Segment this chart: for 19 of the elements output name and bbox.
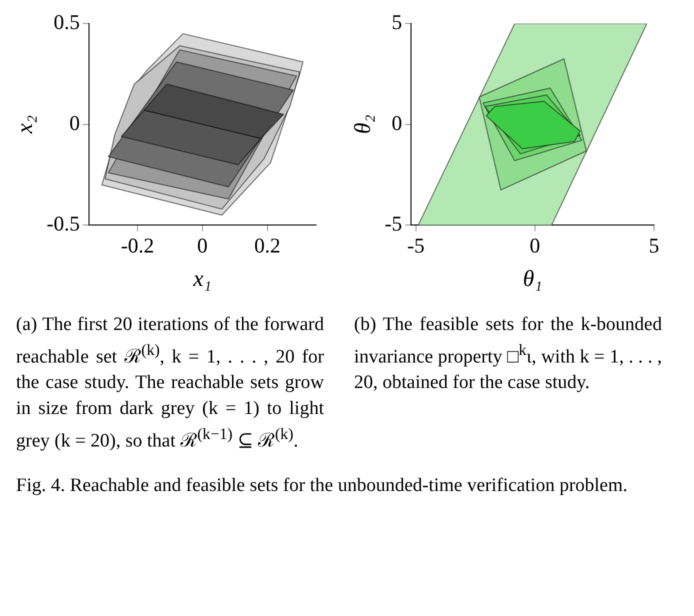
x-axis-title: θ₁ xyxy=(522,266,542,292)
y-tick-label: -0.5 xyxy=(46,212,80,236)
x-axis-title: x₁ xyxy=(192,266,212,292)
y-tick-label: -5 xyxy=(384,212,402,236)
x-tick-label: -0.2 xyxy=(120,233,154,258)
x-tick-label: 5 xyxy=(648,233,660,258)
y-tick-label: 5 xyxy=(392,10,402,34)
y-tick-label: 0.5 xyxy=(54,10,80,34)
x-tick-label: 0 xyxy=(530,233,540,258)
x-tick-label: 0 xyxy=(197,233,208,258)
y-tick-label: 0 xyxy=(392,110,402,135)
x-tick-label: -5 xyxy=(407,233,425,258)
caption: Fig. 4. Reachable and feasible sets for the unbounded-time verification problem. xyxy=(15,474,629,498)
y-axis-title: x₂ xyxy=(12,115,37,135)
x-tick-label: 0.2 xyxy=(254,233,280,258)
y-axis-title: θ₂ xyxy=(350,114,375,134)
text: (b) The feasible sets for the k-bounded invariance property □$^{k}$ι, with k = 1, . . . , 20, obtained for the case study. xyxy=(353,313,664,396)
y-tick-label: 0 xyxy=(69,110,80,135)
text: (a) The first 20 iterations of the forward reachable set ℛ$^{(k)}$, k = 1, . . . , 20 for the case study. The reachable sets grow in size from dark grey (k = 1) to light grey (k = 20), so that ℛ$^{(k−1)}$ ⊆ ℛ$^{(k)}$. xyxy=(16,314,324,452)
